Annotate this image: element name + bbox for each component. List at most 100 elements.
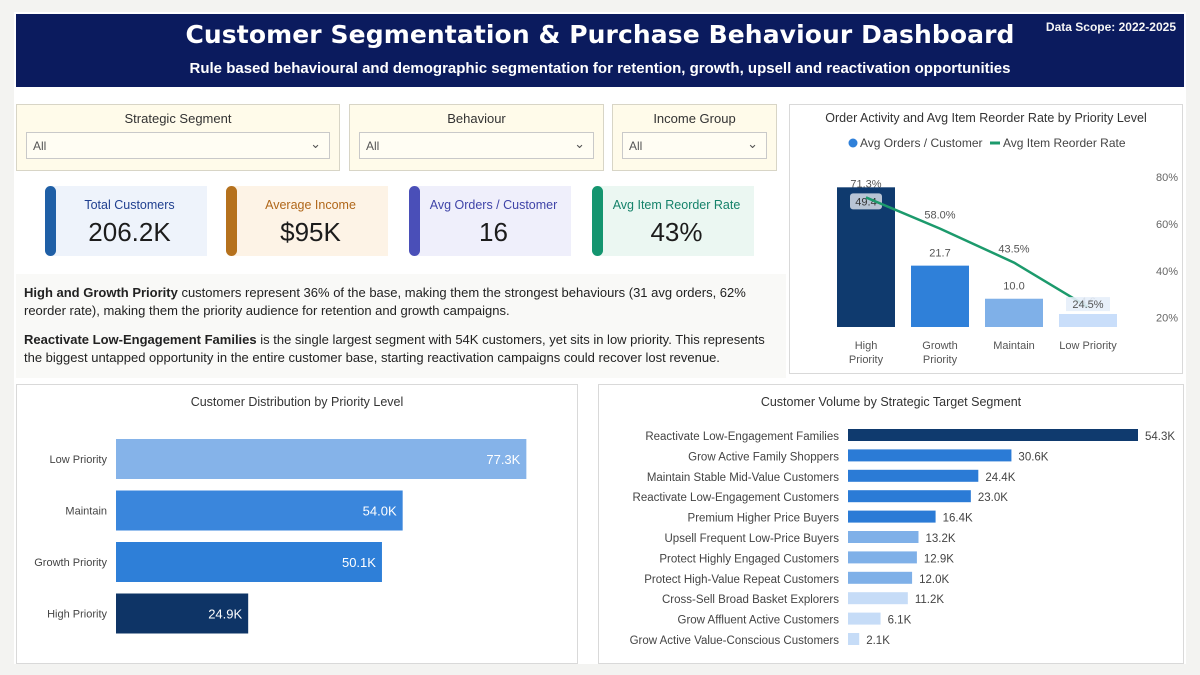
chart-legend: Avg Orders / Customer Avg Item Reorder R… (848, 136, 1126, 150)
x-tick-label: Priority (923, 354, 958, 366)
priority-distribution-chart: Low Priority 77.3K Maintain 54.0K Growth Pri… (34, 439, 527, 634)
filter-label: Income Group (653, 111, 736, 126)
bar[interactable] (848, 551, 917, 564)
y-tick-label: Upsell Frequent Low-Price Buyers (665, 533, 840, 545)
line-data-label: 24.5% (1072, 299, 1103, 311)
bar[interactable] (848, 429, 1138, 441)
bar[interactable] (848, 633, 860, 645)
kpi-value: 43% (650, 217, 703, 247)
filter-strategic-segment: Strategic Segment All ⌄ (16, 104, 340, 171)
bar-data-label: 11.2K (915, 594, 945, 606)
x-axis: High Priority Growth Priority Maintain Low Pr… (849, 340, 1117, 366)
order-activity-chart-panel: Order Activity and Avg Item Reorder Rate… (789, 104, 1183, 374)
insight-text: customers represent 36% of the base, mak… (24, 285, 746, 318)
bar-data-label: 2.1K (866, 635, 890, 647)
bar-data-label: 16.4K (943, 513, 973, 525)
priority-distribution-panel: Customer Distribution by Priority Level … (16, 384, 578, 664)
bar[interactable] (116, 542, 382, 582)
bar[interactable] (848, 531, 919, 543)
line-series: 71.3% 58.0% 43.5% 24.5% (850, 178, 1110, 312)
kpi-accent-bar (226, 186, 237, 256)
legend-bar-swatch (848, 138, 858, 148)
bar-data-label: 24.9K (208, 607, 242, 622)
y-tick-label: Protect High-Value Repeat Customers (644, 574, 839, 586)
line-data-label: 43.5% (998, 244, 1029, 256)
y2-tick-label: 60% (1156, 219, 1178, 231)
y-tick-label: High Priority (47, 609, 107, 621)
bar[interactable] (848, 592, 908, 605)
bar[interactable] (116, 593, 249, 634)
filter-income-group: Income Group All ⌄ (612, 104, 777, 171)
income-group-dropdown[interactable]: All ⌄ (622, 132, 767, 159)
strategic-segment-dropdown[interactable]: All ⌄ (26, 132, 330, 159)
legend-line-label: Avg Item Reorder Rate (1003, 136, 1126, 150)
y2-axis: 80% 60% 40% 20% (1156, 172, 1178, 325)
chart-title: Customer Volume by Strategic Target Segm… (760, 395, 1022, 409)
data-label-background (850, 193, 882, 210)
bar-data-label: 24.4K (985, 472, 1015, 484)
bar[interactable] (848, 449, 1012, 462)
bar-data-label: 21.7 (929, 248, 950, 260)
bar[interactable] (116, 490, 403, 531)
bar-data-label: 6.1K (888, 615, 912, 627)
bar[interactable] (848, 612, 881, 625)
line-data-label: 71.3% (850, 178, 881, 190)
segment-volume-chart: Reactivate Low-Engagement Families 54.3K G… (630, 429, 1175, 647)
bar[interactable] (116, 439, 527, 479)
kpi-label: Total Customers (84, 198, 175, 212)
bar-data-label: 12.0K (919, 574, 949, 586)
bar-data-label: 10.0 (1003, 281, 1024, 293)
kpi-card-average-income: Average Income $95K (226, 186, 388, 256)
behaviour-dropdown[interactable]: All ⌄ (359, 132, 594, 159)
kpi-card-avg-orders: Avg Orders / Customer 16 (409, 186, 571, 256)
bar[interactable] (848, 490, 971, 503)
y-tick-label: Cross-Sell Broad Basket Explorers (662, 594, 839, 606)
bar[interactable] (837, 187, 895, 327)
bar-data-label: 54.0K (363, 504, 397, 519)
y2-tick-label: 80% (1156, 172, 1178, 184)
y-tick-label: Grow Active Family Shoppers (688, 451, 839, 463)
y2-tick-label: 40% (1156, 266, 1178, 278)
bar[interactable] (985, 298, 1043, 327)
dropdown-value: All (629, 139, 643, 153)
bar-data-label: 50.1K (342, 555, 376, 570)
y-tick-label: Protect Highly Engaged Customers (659, 553, 839, 565)
bar-data-label: 13.2K (925, 533, 955, 545)
y-tick-label: Reactivate Low-Engagement Families (645, 431, 839, 443)
y2-tick-label: 20% (1156, 313, 1178, 325)
x-tick-label: High (855, 340, 878, 352)
y-tick-label: Maintain Stable Mid-Value Customers (647, 472, 839, 484)
kpi-value: 206.2K (88, 217, 171, 247)
insights-panel: High and Growth Priority customers repre… (16, 274, 786, 378)
bar-data-label: 54.3K (1145, 431, 1175, 443)
data-scope-label: Data Scope: 2022-2025 (1045, 20, 1176, 34)
dropdown-value: All (366, 139, 380, 153)
bar[interactable] (848, 469, 979, 482)
y-tick-label: Grow Affluent Active Customers (678, 615, 840, 627)
bar-series: 49.421.710.04.6 (837, 187, 1117, 327)
order-activity-chart: Avg Orders / Customer Avg Item Reorder R… (837, 136, 1178, 366)
bar[interactable] (1059, 313, 1117, 327)
reorder-rate-line (865, 196, 1089, 309)
bar[interactable] (848, 510, 936, 523)
filter-label: Behaviour (447, 111, 506, 126)
bar-data-label: 12.9K (924, 553, 954, 565)
kpi-card-total-customers: Total Customers 206.2K (45, 186, 207, 256)
kpi-label: Avg Item Reorder Rate (612, 198, 741, 212)
bar[interactable] (848, 571, 913, 584)
y-tick-label: Premium Higher Price Buyers (688, 513, 840, 525)
page-title: Customer Segmentation & Purchase Behavio… (185, 20, 1015, 49)
kpi-accent-bar (409, 186, 420, 256)
segment-volume-panel: Customer Volume by Strategic Target Segm… (598, 384, 1184, 664)
insight-paragraph: Reactivate Low-Engagement Families is th… (24, 331, 778, 367)
y-tick-label: Grow Active Value-Conscious Customers (630, 635, 840, 647)
dashboard-header: Customer Segmentation & Purchase Behavio… (16, 14, 1184, 87)
bar[interactable] (911, 265, 969, 327)
y-tick-label: Growth Priority (34, 557, 107, 569)
kpi-label: Avg Orders / Customer (429, 198, 558, 212)
x-tick-label: Low Priority (1059, 340, 1117, 352)
bar-data-label: 77.3K (486, 452, 520, 467)
bar-data-label: 30.6K (1018, 451, 1048, 463)
kpi-value: 16 (479, 217, 508, 247)
kpi-value: $95K (280, 217, 341, 247)
